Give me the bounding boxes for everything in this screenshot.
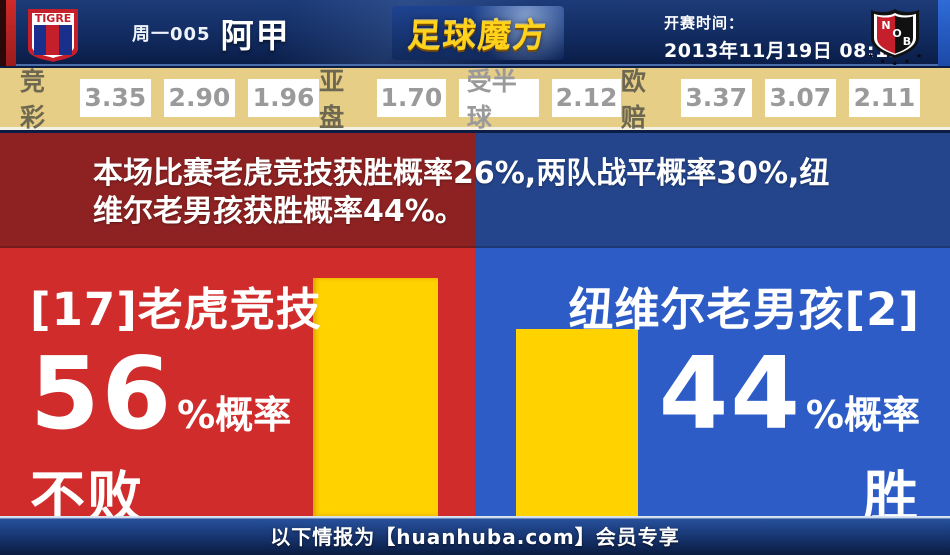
away-team-name: 纽维尔老男孩[2] bbox=[568, 283, 920, 336]
home-team-crest-icon: TIGRE bbox=[26, 7, 80, 67]
away-crest-letter-o: O bbox=[892, 27, 901, 40]
yapan-label: 亚盘 bbox=[319, 66, 345, 132]
home-team-block: [17]老虎竞技 56 %概率 不败 bbox=[30, 273, 322, 532]
away-probability-bar bbox=[516, 329, 638, 516]
away-team-block: 纽维尔老男孩[2] 44 %概率 胜 bbox=[500, 273, 920, 532]
odds-bar: 竞彩 3.35 2.90 1.96 亚盘 1.70 受半球 2.12 欧赔 3.… bbox=[0, 67, 950, 132]
header-bar: TIGRE 周一005 阿甲 足球魔方 开赛时间： 2013年11月19日 08… bbox=[0, 0, 950, 66]
jingcai-label: 竞彩 bbox=[20, 66, 46, 132]
jingcai-away-odds: 1.96 bbox=[247, 78, 320, 117]
away-crest-letter-b: B bbox=[903, 35, 911, 48]
away-percent-number: 44 bbox=[658, 335, 802, 452]
main-area: 本场比赛老虎竞技获胜概率26%,两队战平概率30%,纽维尔老男孩获胜概率44%。… bbox=[0, 133, 950, 529]
league-name: 阿甲 bbox=[220, 16, 291, 55]
footer-bar: 以下情报为【huanhuba.com】会员专享 bbox=[0, 516, 950, 555]
home-percent-suffix: %概率 bbox=[177, 393, 292, 437]
home-team-name: [17]老虎竞技 bbox=[30, 283, 322, 336]
left-edge-red-strip bbox=[6, 0, 16, 66]
oupei-home-odds: 3.37 bbox=[680, 78, 752, 117]
home-probability-bar bbox=[313, 278, 438, 516]
kickoff-info: 开赛时间： 2013年11月19日 08:15 bbox=[664, 12, 902, 63]
home-header-strip bbox=[0, 133, 475, 248]
oupei-label: 欧赔 bbox=[620, 66, 646, 132]
odds-group-jingcai: 竞彩 3.35 2.90 1.96 bbox=[20, 62, 320, 134]
oupei-away-odds: 2.11 bbox=[848, 78, 920, 117]
jingcai-draw-odds: 2.90 bbox=[163, 78, 235, 117]
away-percent-row: 44 %概率 bbox=[500, 344, 920, 444]
footer-text: 以下情报为【huanhuba.com】会员专享 bbox=[270, 525, 680, 549]
kickoff-time: 2013年11月19日 08:15 bbox=[664, 40, 903, 62]
odds-group-yapan: 亚盘 1.70 受半球 2.12 bbox=[319, 62, 621, 134]
match-probability-summary: 本场比赛老虎竞技获胜概率26%,两队战平概率30%,纽维尔老男孩获胜概率44%。 bbox=[93, 156, 830, 229]
away-crest-stars bbox=[868, 53, 922, 66]
away-team-crest-icon: N O B bbox=[864, 7, 926, 69]
oupei-draw-odds: 3.07 bbox=[764, 78, 836, 117]
kickoff-label: 开赛时间： bbox=[664, 14, 745, 32]
yapan-handicap: 受半球 bbox=[458, 67, 540, 132]
site-logo: 足球魔方 bbox=[392, 6, 564, 60]
yapan-home-odds: 1.70 bbox=[376, 78, 446, 117]
left-edge-dark-strip bbox=[0, 0, 6, 66]
odds-group-oupei: 欧赔 3.37 3.07 2.11 bbox=[621, 62, 920, 134]
home-percent-number: 56 bbox=[30, 335, 174, 452]
jingcai-home-odds: 3.35 bbox=[79, 78, 151, 117]
match-info: 周一005 阿甲 bbox=[132, 0, 291, 66]
yapan-away-odds: 2.12 bbox=[552, 78, 621, 117]
right-edge-blue-strip bbox=[938, 0, 950, 66]
match-number: 周一005 bbox=[132, 24, 211, 45]
home-crest-text: TIGRE bbox=[35, 12, 72, 25]
site-logo-text: 足球魔方 bbox=[406, 16, 550, 55]
away-percent-suffix: %概率 bbox=[805, 393, 920, 437]
away-crest-letter-n: N bbox=[881, 19, 890, 32]
home-percent-row: 56 %概率 bbox=[30, 344, 320, 444]
away-header-strip bbox=[475, 133, 950, 248]
